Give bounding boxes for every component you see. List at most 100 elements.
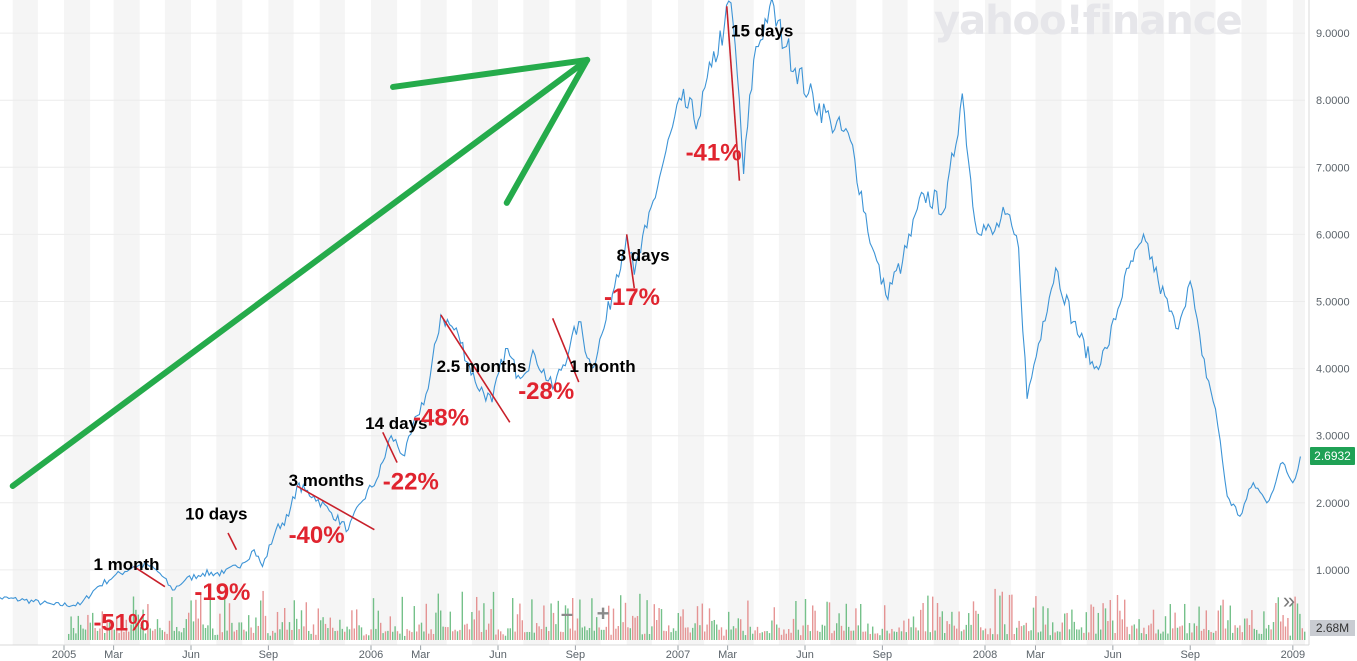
volume-bar bbox=[226, 630, 228, 640]
volume-bar bbox=[756, 626, 759, 640]
volume-bar bbox=[1292, 602, 1294, 640]
volume-bar bbox=[754, 630, 756, 640]
volume-bar bbox=[190, 600, 192, 640]
volume-bar bbox=[560, 631, 562, 640]
volume-bar bbox=[1236, 627, 1239, 640]
volume-bar bbox=[442, 626, 444, 640]
volume-bar bbox=[1169, 604, 1171, 640]
volume-bar bbox=[735, 628, 737, 640]
month-band bbox=[471, 0, 499, 645]
volume-bar bbox=[1143, 627, 1145, 640]
trend-arrow bbox=[9, 56, 591, 490]
volume-bar bbox=[910, 627, 912, 640]
volume-bar bbox=[101, 611, 103, 640]
volume-bar bbox=[202, 624, 204, 640]
volume-bar bbox=[987, 634, 989, 640]
volume-bar bbox=[656, 620, 658, 640]
volume-bar bbox=[1246, 618, 1248, 640]
volume-bar bbox=[1287, 617, 1289, 640]
volume-bar bbox=[689, 632, 691, 640]
duration-label: 8 days bbox=[617, 246, 670, 265]
volume-bar bbox=[1083, 632, 1085, 640]
volume-bar bbox=[629, 628, 631, 640]
volume-bar bbox=[108, 622, 111, 640]
volume-bar bbox=[1210, 631, 1212, 640]
zoom-in-button[interactable]: + bbox=[596, 601, 610, 626]
scroll-right-button[interactable]: » bbox=[1282, 588, 1296, 613]
volume-bar bbox=[99, 628, 101, 640]
volume-bar bbox=[574, 630, 576, 640]
volume-bar bbox=[113, 629, 115, 640]
volume-bar bbox=[869, 633, 871, 640]
zoom-out-button[interactable]: – bbox=[560, 601, 574, 626]
volume-bar bbox=[1140, 633, 1143, 640]
volume-bar bbox=[785, 633, 787, 640]
month-band bbox=[778, 0, 806, 645]
volume-bar bbox=[1008, 594, 1011, 640]
volume-bar bbox=[934, 630, 936, 640]
volume-bar bbox=[132, 596, 135, 640]
volume-bar bbox=[1011, 594, 1013, 640]
volume-bar bbox=[351, 610, 353, 640]
volume-bar bbox=[358, 625, 360, 640]
volume-bar bbox=[855, 608, 857, 640]
volume-bar bbox=[111, 628, 113, 640]
volume-bar bbox=[389, 616, 391, 640]
volume-bar bbox=[312, 624, 315, 640]
volume-bar bbox=[500, 631, 502, 640]
volume-bar bbox=[82, 628, 84, 640]
y-tick-label: 7.0000 bbox=[1316, 162, 1350, 174]
volume-bar bbox=[173, 630, 175, 640]
volume-bar bbox=[612, 608, 615, 640]
volume-bar bbox=[634, 617, 636, 640]
volume-bar bbox=[670, 632, 672, 640]
volume-bar bbox=[1037, 632, 1039, 640]
volume-bar bbox=[473, 619, 475, 640]
price-line bbox=[0, 0, 1301, 608]
volume-bar bbox=[1001, 591, 1003, 640]
volume-bar bbox=[236, 629, 238, 640]
volume-bar bbox=[252, 632, 255, 640]
volume-bar bbox=[545, 626, 547, 640]
volume-bar bbox=[272, 630, 274, 640]
volume-bar bbox=[219, 613, 221, 640]
volume-bar bbox=[864, 631, 867, 640]
volume-bar bbox=[900, 631, 903, 640]
volume-bar bbox=[569, 628, 571, 640]
drawdown-line bbox=[133, 565, 166, 588]
volume-bar bbox=[555, 624, 557, 640]
yahoo-finance-watermark: yahoo!finance bbox=[934, 0, 1243, 44]
volume-bar bbox=[809, 631, 811, 640]
volume-bar bbox=[675, 630, 677, 640]
volume-bar bbox=[440, 610, 442, 640]
volume-bar bbox=[1172, 628, 1174, 640]
volume-bar bbox=[327, 628, 329, 640]
volume-bar bbox=[135, 609, 137, 640]
volume-bar bbox=[1299, 613, 1301, 640]
volume-bar bbox=[1073, 621, 1075, 640]
volume-bar bbox=[1241, 632, 1243, 640]
volume-bar bbox=[771, 620, 773, 640]
volume-bar bbox=[761, 632, 763, 640]
volume-bar bbox=[286, 629, 288, 640]
volume-bar bbox=[968, 613, 970, 640]
volume-bar bbox=[672, 628, 675, 640]
volume-bar bbox=[944, 633, 946, 640]
volume-bar bbox=[87, 614, 89, 640]
volume-bar bbox=[951, 611, 953, 640]
volume-bar bbox=[924, 631, 927, 640]
volume-bar bbox=[881, 628, 883, 640]
volume-bar bbox=[915, 627, 917, 640]
volume-bar bbox=[596, 617, 598, 640]
volume-bar bbox=[598, 627, 600, 640]
y-tick-label: 8.0000 bbox=[1316, 95, 1350, 107]
volume-bar bbox=[200, 594, 202, 640]
volume-bar bbox=[293, 600, 295, 640]
month-band bbox=[420, 0, 447, 645]
y-tick-label: 3.0000 bbox=[1316, 431, 1350, 443]
y-axis: 1.0000 2.0000 3.0000 4.0000 5.0000 6.0000 7.00… bbox=[1308, 0, 1350, 645]
volume-bar bbox=[1256, 629, 1258, 640]
month-band bbox=[626, 0, 652, 645]
volume-bar bbox=[461, 591, 463, 640]
volume-bar bbox=[1155, 633, 1157, 640]
